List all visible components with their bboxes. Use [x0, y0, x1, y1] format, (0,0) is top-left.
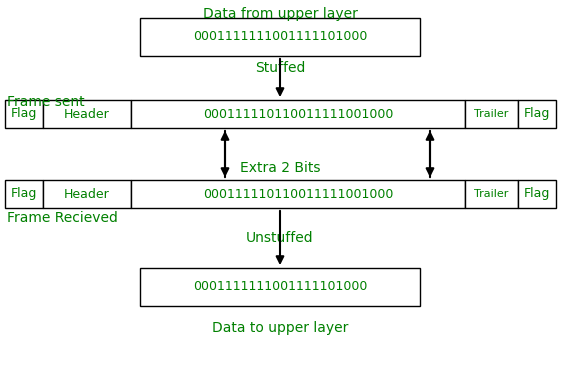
Bar — [518, 100, 556, 128]
Text: Extra 2 Bits: Extra 2 Bits — [240, 161, 321, 175]
Text: 000111110110011111001000: 000111110110011111001000 — [203, 188, 393, 200]
Text: Flag: Flag — [524, 107, 550, 120]
Bar — [465, 180, 518, 208]
Text: Trailer: Trailer — [474, 109, 509, 119]
Bar — [518, 180, 556, 208]
Text: Trailer: Trailer — [474, 189, 509, 199]
Text: Frame sent: Frame sent — [7, 95, 85, 109]
Text: Data from upper layer: Data from upper layer — [203, 7, 358, 21]
Bar — [131, 180, 465, 208]
Bar — [5, 100, 43, 128]
Text: 0001111111001111101000: 0001111111001111101000 — [193, 30, 367, 44]
Text: Unstuffed: Unstuffed — [246, 231, 314, 245]
Text: Flag: Flag — [11, 107, 37, 120]
Text: 000111110110011111001000: 000111110110011111001000 — [203, 107, 393, 120]
Bar — [43, 180, 131, 208]
Bar — [43, 100, 131, 128]
Text: 0001111111001111101000: 0001111111001111101000 — [193, 281, 367, 293]
Text: Flag: Flag — [11, 188, 37, 200]
Text: Header: Header — [64, 188, 110, 200]
Text: Frame Recieved: Frame Recieved — [7, 211, 118, 225]
Text: Data to upper layer: Data to upper layer — [212, 321, 349, 335]
Text: Header: Header — [64, 107, 110, 120]
Bar — [140, 18, 420, 56]
Bar — [140, 268, 420, 306]
Bar — [5, 180, 43, 208]
Bar — [131, 100, 465, 128]
Text: Flag: Flag — [524, 188, 550, 200]
Bar — [465, 100, 518, 128]
Text: Stuffed: Stuffed — [255, 61, 305, 75]
